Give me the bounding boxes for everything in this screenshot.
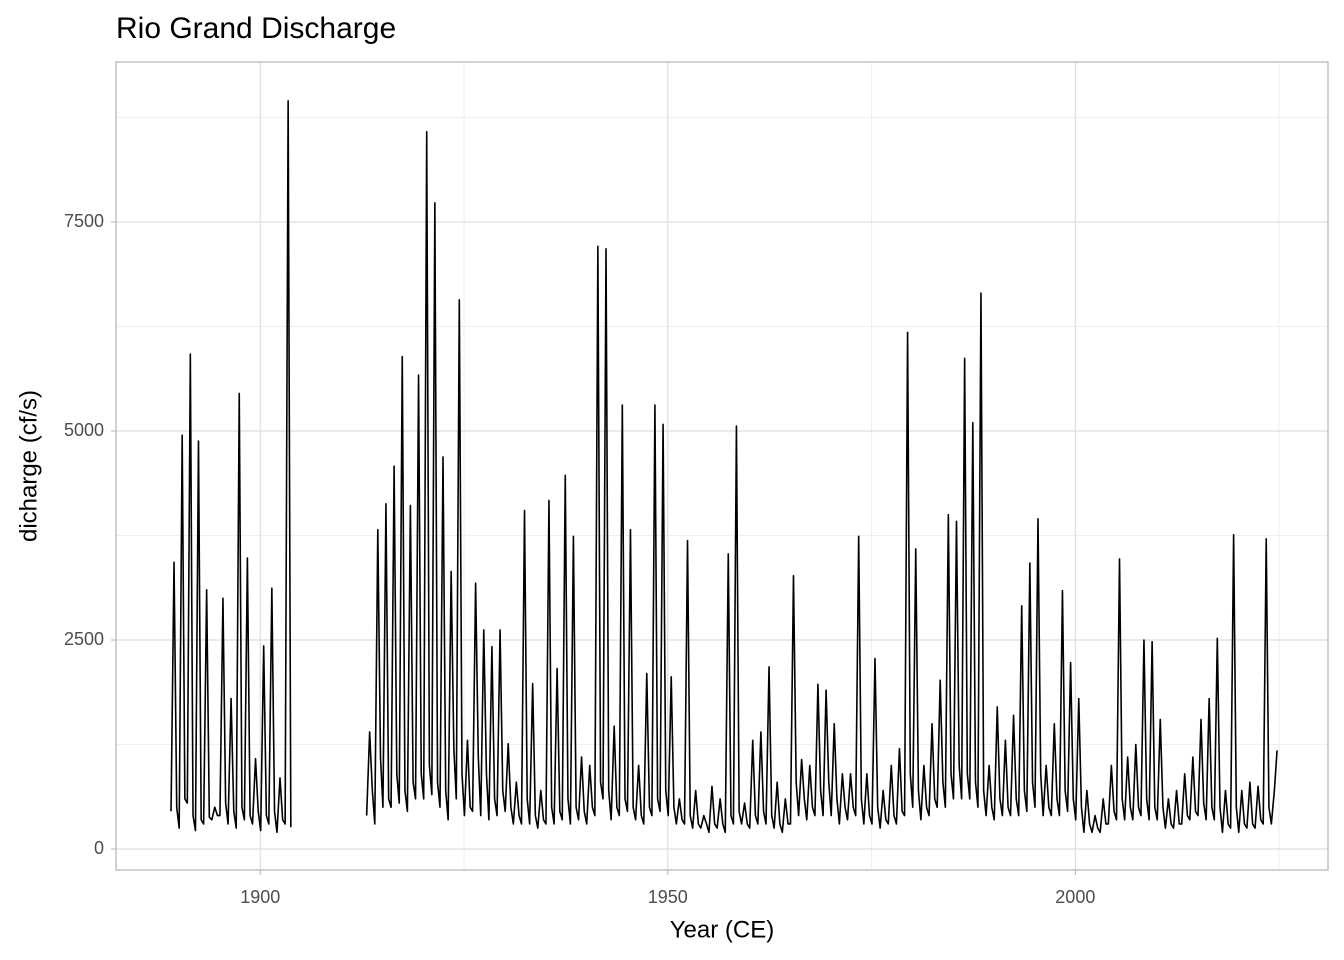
panel-border [115,61,1329,871]
x-tick-label: 1950 [648,887,688,907]
chart-title: Rio Grand Discharge [116,12,396,45]
y-tick-label: 2500 [64,629,104,649]
y-tick-label: 0 [94,838,104,858]
x-tick-label: 2000 [1055,887,1095,907]
x-axis-title: Year (CE) [670,916,774,943]
y-tick-label: 7500 [64,211,104,231]
x-tick-label: 1900 [240,887,280,907]
y-tick-label: 5000 [64,420,104,440]
y-axis-title: dicharge (cf/s) [15,390,42,542]
data-line [170,99,1278,834]
